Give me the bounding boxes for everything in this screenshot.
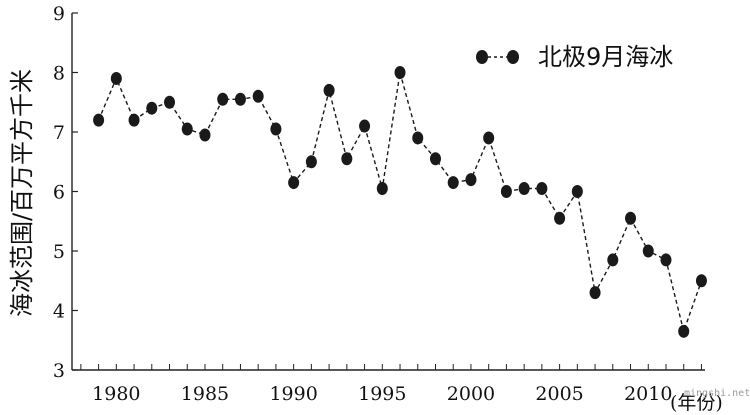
x-tick-label: 2005: [535, 383, 583, 405]
data-point: [447, 176, 459, 190]
watermark: mingshi.net: [684, 388, 750, 399]
data-point: [589, 286, 601, 300]
data-point: [571, 185, 583, 198]
data-point: [305, 155, 317, 169]
x-tick-label: 1980: [92, 383, 140, 405]
data-point: [607, 253, 619, 267]
data-point: [465, 173, 477, 187]
data-point: [695, 274, 707, 288]
x-ticks: 1980 1985 1990 1995 2000 2005 2010: [80, 364, 702, 405]
data-point: [341, 152, 353, 166]
x-tick-label: 1995: [358, 383, 406, 405]
data-point: [93, 113, 105, 127]
data-point: [536, 182, 548, 196]
data-point: [146, 101, 158, 115]
data-point: [412, 131, 424, 145]
data-point: [128, 113, 140, 127]
y-tick-label: 5: [53, 241, 65, 263]
x-tick-label: 2000: [447, 383, 495, 405]
data-point: [660, 253, 672, 267]
data-point: [164, 95, 176, 109]
data-point: [181, 122, 193, 136]
data-point: [217, 92, 229, 106]
data-point: [376, 182, 388, 196]
data-point: [394, 66, 406, 79]
y-tick-label: 8: [53, 63, 65, 85]
data-point: [625, 211, 637, 225]
y-axis-title: 海冰范围/百万平方千米: [8, 69, 36, 317]
data-point: [234, 92, 246, 106]
x-tick-label: 1985: [181, 383, 229, 405]
data-point: [678, 324, 690, 338]
x-tick-label: 2010: [624, 383, 672, 405]
data-point: [252, 89, 264, 103]
y-tick-label: 6: [53, 182, 65, 204]
data-point: [518, 182, 530, 196]
data-point: [554, 211, 566, 225]
data-point: [642, 244, 654, 258]
data-point: [429, 152, 441, 166]
legend: 北极9月海冰: [476, 43, 673, 71]
x-axis-title: (年份): [670, 392, 723, 414]
series-layer: [93, 66, 707, 338]
data-point: [288, 176, 300, 190]
y-tick-label: 9: [53, 3, 65, 25]
y-ticks: 3 4 5 6 7 8 9: [53, 3, 78, 382]
data-point: [110, 71, 122, 85]
legend-label: 北极9月海冰: [538, 43, 673, 71]
legend-marker-left: [476, 50, 488, 64]
series-line: [97, 72, 703, 334]
data-point: [199, 128, 211, 142]
legend-marker-right: [507, 50, 519, 64]
data-point: [359, 119, 371, 133]
x-tick-label: 1990: [269, 383, 317, 405]
y-tick-label: 3: [53, 360, 65, 382]
data-point: [270, 122, 282, 136]
y-tick-label: 4: [53, 301, 65, 323]
data-point: [323, 83, 335, 97]
data-point: [500, 185, 512, 198]
data-point: [483, 131, 495, 145]
y-tick-label: 7: [53, 122, 65, 144]
